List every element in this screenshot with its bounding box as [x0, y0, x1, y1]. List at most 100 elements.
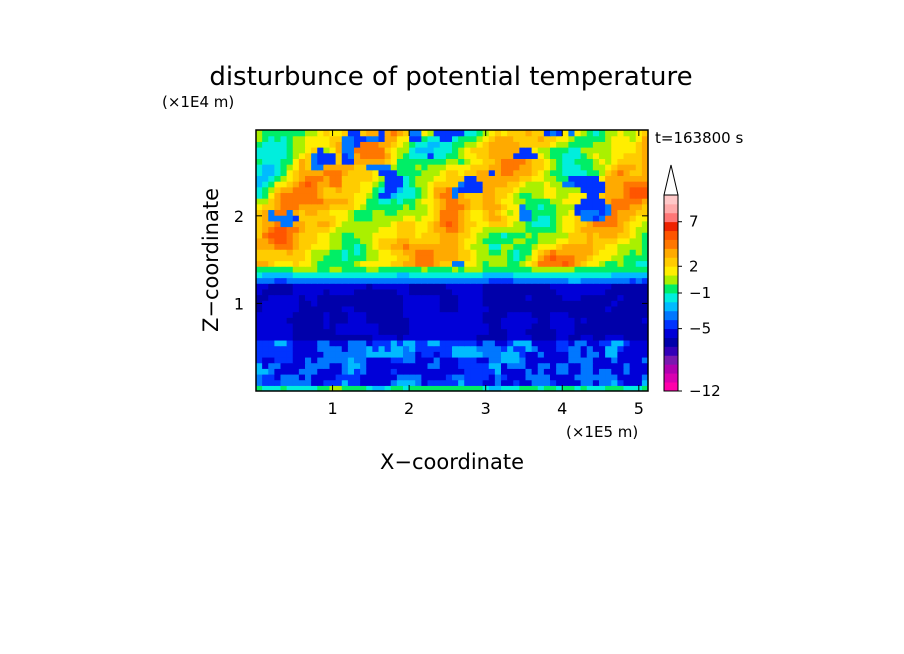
heatmap-cell: [262, 226, 269, 233]
heatmap-cell: [262, 169, 269, 176]
heatmap-cell: [629, 209, 637, 216]
heatmap-cell: [623, 147, 631, 154]
heatmap-cell: [525, 373, 533, 381]
heatmap-cell: [378, 334, 386, 341]
heatmap-cell: [488, 192, 496, 199]
heatmap-cell: [329, 181, 337, 188]
heatmap-cell: [317, 368, 324, 375]
heatmap-cell: [537, 130, 545, 137]
heatmap-cell: [641, 135, 648, 142]
heatmap-cell: [445, 169, 453, 176]
heatmap-cell: [372, 373, 380, 381]
heatmap-cell: [256, 181, 263, 188]
heatmap-cell: [537, 169, 545, 176]
heatmap-cell: [427, 198, 435, 205]
heatmap-cell: [605, 152, 612, 159]
heatmap-cell: [335, 271, 343, 279]
heatmap-cell: [550, 317, 557, 324]
heatmap-cell: [464, 175, 471, 182]
heatmap-cell: [378, 322, 386, 330]
heatmap-cell: [329, 294, 337, 301]
heatmap-cell: [550, 249, 557, 256]
heatmap-cell: [305, 147, 312, 154]
heatmap-cell: [317, 260, 324, 267]
heatmap-cell: [550, 203, 557, 211]
heatmap-cell: [317, 334, 324, 341]
heatmap-cell: [335, 283, 343, 290]
heatmap-cell: [599, 175, 606, 182]
heatmap-cell: [256, 356, 263, 364]
heatmap-cell: [366, 254, 373, 262]
heatmap-cell: [482, 158, 490, 165]
heatmap-cell: [592, 339, 600, 347]
heatmap-cell: [537, 164, 545, 171]
heatmap-cell: [396, 294, 404, 301]
heatmap-cell: [415, 345, 422, 352]
heatmap-cell: [525, 288, 533, 296]
heatmap-cell: [360, 260, 367, 267]
heatmap-cell: [366, 181, 373, 188]
heatmap-cell: [635, 277, 643, 284]
heatmap-cell: [378, 169, 386, 176]
heatmap-cell: [378, 181, 386, 188]
heatmap-cell: [635, 147, 643, 154]
heatmap-cell: [445, 351, 453, 358]
heatmap-cell: [513, 373, 520, 381]
heatmap-cell: [568, 328, 576, 335]
heatmap-cell: [323, 147, 331, 154]
heatmap-cell: [550, 147, 557, 154]
heatmap-cell: [378, 158, 386, 165]
heatmap-cell: [427, 186, 435, 194]
heatmap-cell: [537, 339, 545, 347]
heatmap-cell: [335, 175, 343, 182]
heatmap-cell: [433, 260, 441, 267]
heatmap-cell: [592, 243, 600, 250]
heatmap-cell: [378, 175, 386, 182]
heatmap-cell: [519, 243, 527, 250]
heatmap-cell: [268, 254, 275, 262]
heatmap-cell: [550, 311, 557, 318]
heatmap-cell: [280, 130, 288, 137]
heatmap-cell: [501, 141, 508, 148]
heatmap-cell: [452, 288, 459, 296]
heatmap-cell: [347, 317, 355, 324]
heatmap-cell: [452, 368, 459, 375]
heatmap-cell: [513, 385, 520, 391]
heatmap-cell: [525, 368, 533, 375]
heatmap-cell: [292, 294, 300, 301]
heatmap-cell: [323, 334, 331, 341]
heatmap-cell: [335, 379, 343, 386]
heatmap-cell: [482, 226, 490, 233]
heatmap-cell: [427, 334, 435, 341]
heatmap-cell: [415, 198, 422, 205]
heatmap-cell: [458, 385, 465, 391]
heatmap-cell: [464, 271, 471, 279]
heatmap-cell: [280, 254, 288, 262]
heatmap-cell: [415, 277, 422, 284]
heatmap-cell: [329, 243, 337, 250]
heatmap-cell: [470, 237, 478, 245]
heatmap-cell: [292, 266, 300, 273]
heatmap-cell: [452, 322, 459, 330]
heatmap-cell: [452, 345, 459, 352]
heatmap-cell: [623, 322, 631, 330]
heatmap-cell: [390, 226, 398, 233]
heatmap-cell: [292, 288, 300, 296]
heatmap-cell: [286, 226, 294, 233]
heatmap-cell: [568, 373, 576, 381]
heatmap-cell: [372, 271, 380, 279]
heatmap-cell: [550, 169, 557, 176]
heatmap-cell: [482, 283, 490, 290]
heatmap-cell: [323, 181, 331, 188]
heatmap-cell: [274, 198, 282, 205]
heatmap-cell: [641, 311, 648, 318]
heatmap-cell: [519, 152, 527, 159]
heatmap-cell: [341, 237, 349, 245]
heatmap-cell: [580, 164, 588, 171]
heatmap-cell: [550, 152, 557, 159]
heatmap-cell: [317, 135, 324, 142]
heatmap-cell: [341, 147, 349, 154]
heatmap-cell: [268, 232, 275, 239]
heatmap-cell: [556, 385, 563, 391]
heatmap-cell: [641, 209, 648, 216]
